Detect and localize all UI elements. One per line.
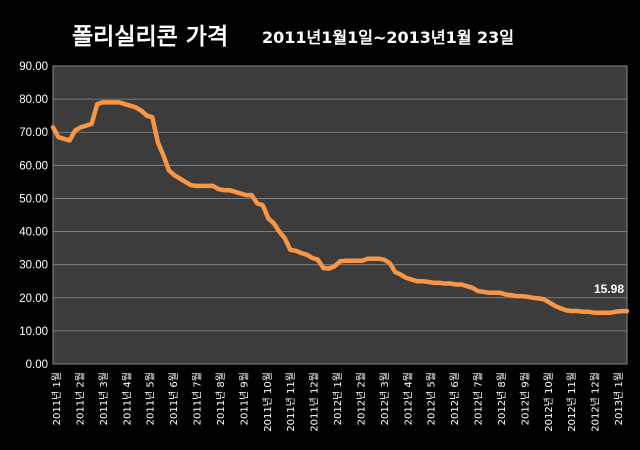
x-tick-label: 2012년 6월 [449,372,461,425]
price-line [50,100,630,315]
x-tick-label: 2012년 4월 [402,372,414,425]
series-group [50,100,630,315]
y-tick-label: 80.00 [19,94,48,106]
x-tick-label: 2011년 9월 [238,372,250,425]
y-tick-label: 30.00 [19,260,48,272]
x-tick-label: 2011년 4월 [121,372,133,425]
x-tick-label: 2012년 2월 [355,372,367,425]
x-tick-label: 2011년 5월 [145,372,157,425]
x-tick-label: 2012년 10월 [543,372,555,432]
x-tick-label: 2012년 1월 [332,372,344,425]
x-tick-label: 2012년 8월 [496,372,508,425]
last-value-label: 15.98 [594,282,624,296]
x-tick-label: 2013년 1월 [613,372,625,425]
x-tick-label: 2012년 3월 [379,372,391,425]
x-tick-label: 2012년 5월 [426,372,438,425]
x-tick-label: 2011년 12월 [309,372,321,432]
x-tick-label: 2011년 3월 [98,372,110,425]
x-tick-label: 2011년 6월 [168,372,180,425]
y-tick-label: 20.00 [19,293,48,305]
x-tick-label: 2011년 2월 [74,372,86,425]
y-tick-label: 70.00 [19,127,48,139]
x-tick-label: 2012년 7월 [473,372,485,425]
y-tick-label: 0.00 [26,359,48,371]
x-tick-label: 2012년 11월 [566,372,578,432]
x-tick-label: 2011년 11월 [285,372,297,432]
y-tick-label: 50.00 [19,193,48,205]
x-tick-label: 2011년 1월 [51,372,63,425]
y-tick-label: 60.00 [19,160,48,172]
x-axis: 2011년 1월 2011년 2월 2011년 3월 2011년 4월 2011년 5월… [51,372,625,432]
y-tick-label: 40.00 [19,227,48,239]
x-tick-label: 2011년 8월 [215,372,227,425]
x-tick-label: 2011년 10월 [262,372,274,432]
grid [53,98,627,332]
y-axis: 0.00 10.00 20.00 30.00 40.00 50.00 60.00 70.00 8… [19,61,48,371]
chart-title: 폴리실리콘 가격 [72,24,228,50]
chart-subtitle: 2011년1월1일~2013년1월 23일 [262,28,514,47]
x-tick-label: 2012년 9월 [519,372,531,425]
y-tick-label: 90.00 [19,61,48,73]
y-tick-label: 10.00 [19,326,48,338]
x-tick-label: 2011년 7월 [192,372,204,425]
x-tick-label: 2012년 12월 [590,372,602,432]
